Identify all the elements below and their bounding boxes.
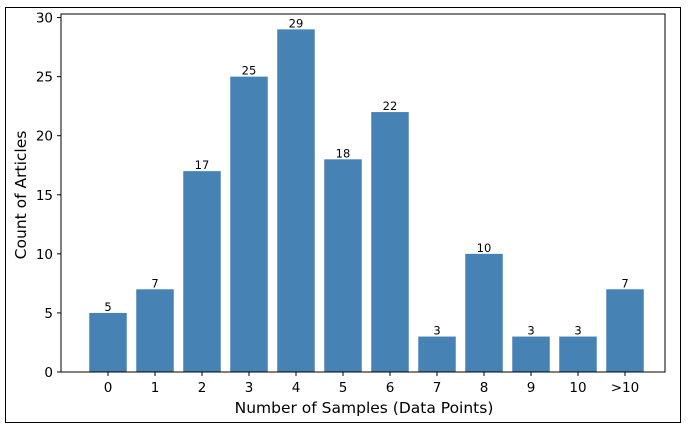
x-tick-label: 7 <box>433 380 442 396</box>
bar-value-label: 10 <box>477 241 492 255</box>
bar-5 <box>324 159 362 372</box>
x-tick-label: 6 <box>386 380 395 396</box>
bar-3 <box>230 76 268 373</box>
bar-0 <box>89 312 127 372</box>
x-tick-label: >10 <box>611 380 640 396</box>
x-tick-label: 3 <box>245 380 254 396</box>
y-axis-title: Count of Articles <box>12 131 30 260</box>
bar-labels-group: 5 7 17 25 29 18 22 3 10 3 3 7 <box>104 16 628 337</box>
bar-value-label: 29 <box>289 16 304 30</box>
y-tick-label: 0 <box>44 365 53 381</box>
bar-value-label: 3 <box>433 324 440 338</box>
bar-9 <box>512 336 550 372</box>
y-tick-label: 15 <box>36 188 53 204</box>
y-axis-ticks: 0 5 10 15 20 25 30 <box>36 11 61 381</box>
bar-8 <box>465 253 503 372</box>
bar-4 <box>277 29 315 372</box>
bar-value-label: 18 <box>336 146 351 160</box>
bar-10 <box>559 336 597 372</box>
x-tick-label: 4 <box>292 380 301 396</box>
bar-1 <box>136 289 174 372</box>
bar-value-label: 17 <box>195 158 210 172</box>
y-tick-label: 25 <box>36 70 53 86</box>
y-tick-label: 5 <box>44 306 53 322</box>
y-tick-label: 20 <box>36 129 53 145</box>
x-tick-label: 2 <box>198 380 207 396</box>
x-tick-label: 0 <box>104 380 113 396</box>
x-axis-ticks: 0 1 2 3 4 5 6 7 8 9 10 >10 <box>104 372 640 396</box>
bar-value-label: 25 <box>242 64 257 78</box>
y-tick-label: 30 <box>36 11 53 27</box>
x-tick-label: 1 <box>151 380 160 396</box>
bars-group <box>89 29 644 373</box>
x-tick-label: 5 <box>339 380 348 396</box>
x-tick-label: 8 <box>480 380 489 396</box>
bar-value-label: 3 <box>527 324 534 338</box>
bar-7 <box>418 336 456 372</box>
bar-6 <box>371 112 409 372</box>
x-axis-title: Number of Samples (Data Points) <box>235 399 494 417</box>
x-tick-label: 9 <box>527 380 536 396</box>
y-tick-label: 10 <box>36 247 53 263</box>
x-tick-label: 10 <box>569 380 586 396</box>
bar-value-label: 5 <box>104 300 111 314</box>
bar-value-label: 3 <box>574 324 581 338</box>
bar-value-label: 22 <box>383 99 398 113</box>
bar-value-label: 7 <box>151 276 158 290</box>
bar-2 <box>183 171 221 372</box>
bar->10 <box>606 289 644 372</box>
plot-area-frame <box>60 13 666 373</box>
bar-value-label: 7 <box>621 276 628 290</box>
